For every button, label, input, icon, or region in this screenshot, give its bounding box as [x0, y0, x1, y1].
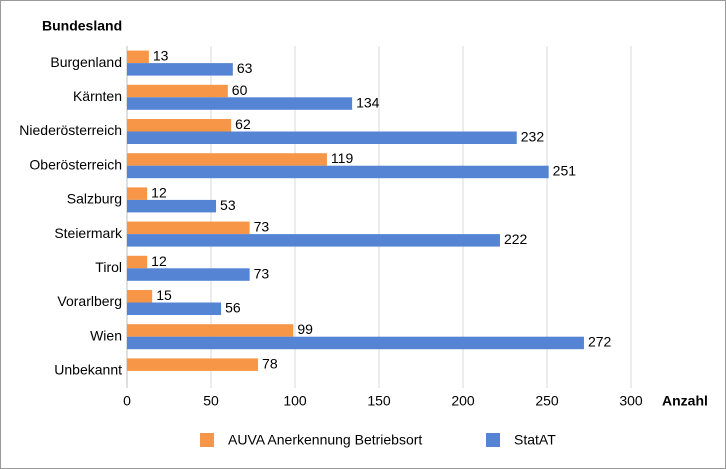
x-tick-label: 100: [283, 393, 307, 409]
bar: [127, 187, 148, 200]
data-label: 15: [156, 287, 172, 303]
y-axis-title: Bundesland: [42, 18, 122, 34]
bar: [127, 255, 148, 269]
bar: [127, 63, 233, 76]
y-tick-label: Salzburg: [67, 191, 122, 207]
data-label: 134: [356, 94, 380, 110]
legend-label: StatAT: [514, 432, 556, 448]
legend-swatch: [200, 433, 214, 447]
data-label: 73: [254, 265, 270, 281]
x-tick-label: 150: [367, 393, 391, 409]
data-label: 12: [151, 253, 167, 269]
bar: [127, 290, 153, 303]
bar: [127, 119, 232, 132]
y-tick-label: Burgenland: [50, 54, 122, 70]
x-axis-title: Anzahl: [662, 393, 708, 409]
legend-label: AUVA Anerkennung Betriebsort: [228, 432, 422, 448]
bar: [127, 97, 353, 110]
data-label: 63: [237, 60, 253, 76]
y-tick-label: Oberösterreich: [29, 156, 122, 172]
y-tick-label: Tirol: [95, 259, 122, 275]
bar: [127, 234, 500, 247]
x-tick-label: 200: [451, 393, 475, 409]
bar: [127, 268, 250, 281]
bar: [127, 221, 250, 235]
data-label: 62: [235, 116, 251, 132]
x-tick-label: 300: [619, 393, 643, 409]
bar: [127, 324, 294, 337]
x-tick-label: 50: [203, 393, 219, 409]
data-label: 222: [504, 231, 528, 247]
bar: [127, 153, 327, 166]
data-label: 12: [151, 184, 167, 200]
data-label: 119: [331, 150, 354, 166]
bar: [127, 131, 517, 144]
y-tick-label: Wien: [90, 327, 122, 343]
bar: [127, 302, 222, 315]
data-label: 53: [220, 197, 236, 213]
data-label: 73: [254, 219, 270, 235]
y-tick-label: Vorarlberg: [57, 293, 122, 309]
bar: [127, 165, 549, 179]
legend-swatch: [486, 433, 500, 447]
bar: [127, 358, 259, 371]
data-label: 13: [153, 48, 169, 64]
bar: [127, 50, 149, 64]
y-tick-label: Kärnten: [73, 88, 122, 104]
data-label: 272: [588, 334, 612, 350]
y-tick-label: Steiermark: [54, 225, 123, 241]
data-label: 251: [553, 163, 577, 179]
bar: [127, 84, 228, 98]
data-label: 99: [297, 321, 313, 337]
x-tick-label: 250: [535, 393, 559, 409]
x-tick-label: 0: [123, 393, 131, 409]
bar: [127, 336, 584, 350]
bar: [127, 199, 217, 213]
data-label: 60: [232, 82, 248, 98]
y-tick-label: Niederösterreich: [19, 122, 122, 138]
data-label: 232: [521, 128, 545, 144]
y-tick-label: Unbekannt: [54, 362, 122, 378]
data-label: 78: [262, 355, 278, 371]
data-label: 56: [225, 299, 241, 315]
